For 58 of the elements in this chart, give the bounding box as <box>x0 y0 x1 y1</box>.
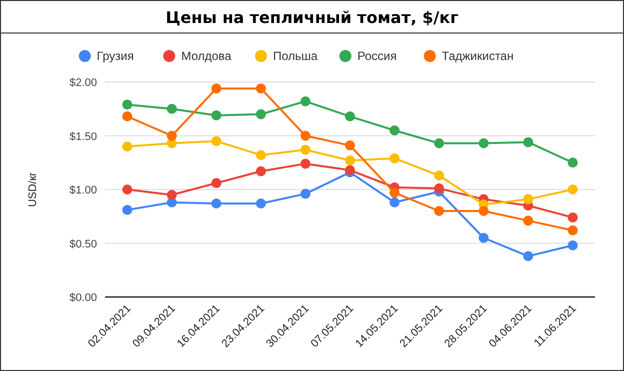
point <box>256 83 266 94</box>
point <box>345 111 355 122</box>
point <box>300 144 310 155</box>
point <box>166 104 177 114</box>
point <box>478 138 489 148</box>
point <box>568 184 578 194</box>
point <box>568 158 578 168</box>
point <box>390 125 400 136</box>
point <box>122 204 132 215</box>
point <box>523 216 534 226</box>
point <box>434 183 444 194</box>
y-axis-title: USD/кг <box>27 172 39 208</box>
legend-label: Молдова <box>181 49 232 63</box>
point <box>166 190 177 200</box>
point <box>478 206 489 216</box>
point <box>568 212 578 222</box>
point <box>122 184 132 194</box>
point <box>300 188 310 199</box>
point <box>211 110 222 120</box>
point <box>211 198 222 208</box>
chart-title: Цены на тепличный томат, $/кг <box>166 8 458 27</box>
point <box>166 130 177 141</box>
point <box>256 150 266 160</box>
legend-label: Таджикистан <box>442 49 514 63</box>
y-tick-label: $0.50 <box>69 238 97 250</box>
point <box>523 137 534 148</box>
point <box>300 130 310 141</box>
point <box>434 138 444 148</box>
point <box>568 225 578 236</box>
y-tick-label: $2.00 <box>69 77 97 89</box>
legend-label: Грузия <box>96 49 134 63</box>
point <box>478 232 489 243</box>
point <box>390 188 400 198</box>
point <box>390 197 400 208</box>
point <box>300 96 310 106</box>
point <box>345 155 355 166</box>
y-tick-label: $1.50 <box>69 130 97 143</box>
point <box>523 194 534 204</box>
point <box>211 83 222 94</box>
legend-label: Россия <box>357 49 397 63</box>
point <box>300 158 310 169</box>
point <box>434 206 444 216</box>
point <box>345 140 355 150</box>
point <box>122 111 132 122</box>
y-tick-label: $0.00 <box>69 292 97 304</box>
point <box>256 109 266 120</box>
y-tick-label: $1.00 <box>69 184 97 196</box>
point <box>211 136 222 146</box>
point <box>568 240 578 250</box>
point <box>122 100 132 110</box>
point <box>211 178 222 188</box>
point <box>434 170 444 181</box>
legend-label: Польша <box>273 49 318 63</box>
point <box>256 166 266 176</box>
point <box>122 142 132 152</box>
point <box>523 251 534 262</box>
point <box>390 153 400 164</box>
point <box>256 198 266 208</box>
